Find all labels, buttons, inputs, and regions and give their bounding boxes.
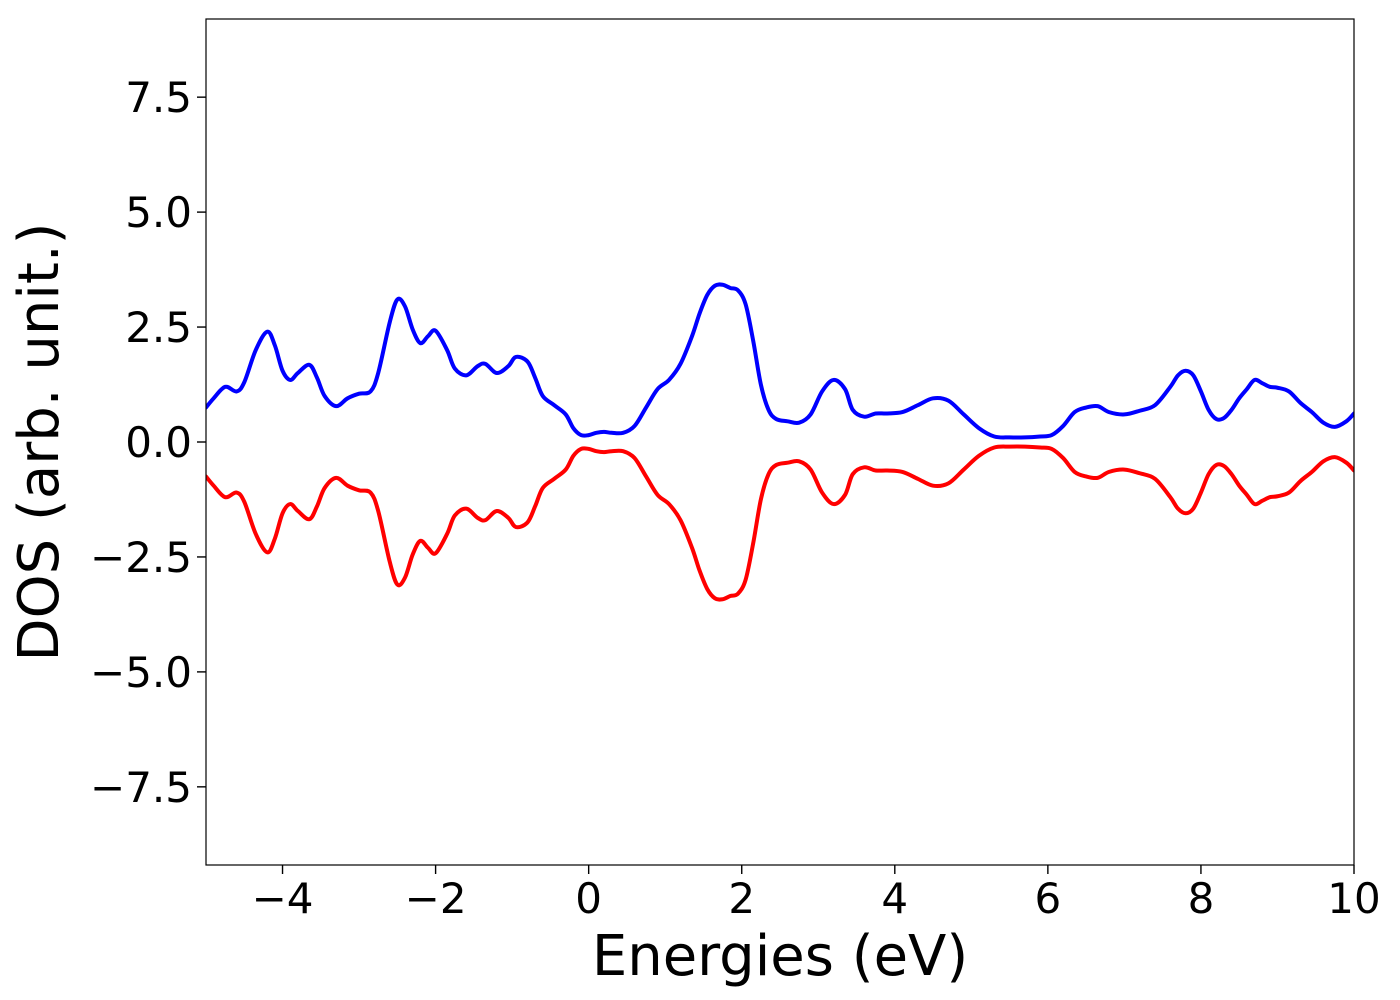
y-tick-label: −2.5 — [90, 533, 192, 582]
series-layer — [206, 282, 1354, 602]
series-line-negative — [206, 444, 1354, 602]
y-axis-title: DOS (arb. unit.) — [7, 222, 72, 661]
y-tick-label: −5.0 — [90, 648, 192, 697]
x-tick-label: −4 — [252, 874, 314, 923]
y-tick-label: 7.5 — [125, 73, 192, 122]
y-tick-label: 2.5 — [125, 303, 192, 352]
x-tick-label: 6 — [1034, 874, 1061, 923]
series-line-positive — [206, 282, 1354, 440]
x-tick-label: 0 — [575, 874, 602, 923]
x-tick-label: 2 — [728, 874, 755, 923]
y-axis: −7.5 −5.0 −2.5 0.0 2.5 5.0 7.5 — [90, 73, 206, 812]
y-tick-label: 5.0 — [125, 188, 192, 237]
y-tick-label: 0.0 — [125, 418, 192, 467]
x-axis-title: Energies (eV) — [592, 924, 968, 989]
x-tick-label: −2 — [405, 874, 467, 923]
y-tick-label: −7.5 — [90, 763, 192, 812]
x-axis: −4 −2 0 2 4 6 8 10 — [252, 865, 1381, 923]
x-tick-label: 4 — [881, 874, 908, 923]
x-tick-label: 8 — [1188, 874, 1215, 923]
x-tick-label: 10 — [1327, 874, 1380, 923]
